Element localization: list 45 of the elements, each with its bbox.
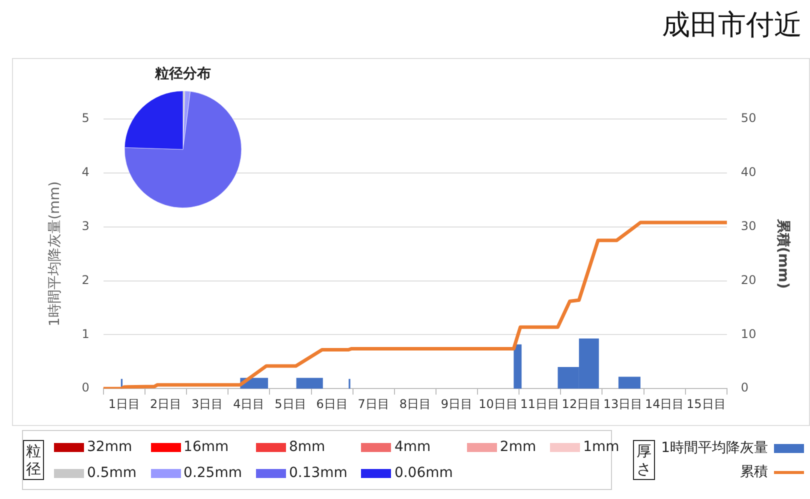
x-tick-label: 8日目 [399,396,432,411]
x-tick-label: 12日目 [562,396,602,411]
y2-axis-title: 累積(mm) [774,218,791,289]
y2-tick-label: 40 [740,165,756,180]
y2-tick-label: 10 [740,326,756,341]
y-axis-title: 1時間平均降灰量(mm) [47,181,64,326]
legend-title: 粒径 [23,440,44,480]
x-tick-label: 10日目 [478,396,518,411]
x-tick-label: 15日目 [686,396,726,411]
x-tick-label: 11日目 [520,396,560,411]
y2-tick-label: 20 [740,272,756,287]
x-tick-label: 2日目 [150,396,182,411]
legend-label: 累積 [740,463,768,481]
x-tick-label: 13日目 [603,396,643,411]
y2-tick-label: 0 [740,380,749,395]
legend-label: 1mm [583,439,620,455]
x-tick-label: 9日目 [440,396,473,411]
y-tick-label: 3 [82,218,90,233]
legend-label: 2mm [500,439,536,455]
legend-label: 0.13mm [289,465,348,481]
y-tick-label: 5 [82,111,90,126]
legend-label: 0.25mm [184,465,242,481]
legend-label: 16mm [184,439,229,455]
x-tick-label: 5日目 [274,396,306,411]
y-tick-label: 4 [82,165,90,180]
chart-title: 粒径分布 [154,66,211,82]
legend-label: 1時間平均降灰量 [661,439,768,457]
legend-label: 32mm [87,439,132,455]
legend-label: 0.06mm [394,465,453,481]
legend-title: 厚さ [633,440,656,480]
x-tick-label: 14日目 [644,396,684,411]
x-tick-label: 4日目 [233,396,265,411]
legend-label: 4mm [394,439,431,455]
x-tick-label: 3日目 [192,396,224,411]
x-tick-label: 6日目 [316,396,348,411]
chart-title: 成田市付近 [662,7,802,43]
x-tick-label: 7日目 [358,396,390,411]
x-tick-label: 1日目 [108,396,140,411]
y2-tick-label: 50 [740,111,756,126]
y-tick-label: 1 [82,326,90,341]
y-tick-label: 0 [82,380,90,395]
y2-tick-label: 30 [740,218,756,233]
legend-label: 8mm [289,439,326,455]
y-tick-label: 2 [82,272,90,287]
legend-label: 0.5mm [87,465,137,481]
